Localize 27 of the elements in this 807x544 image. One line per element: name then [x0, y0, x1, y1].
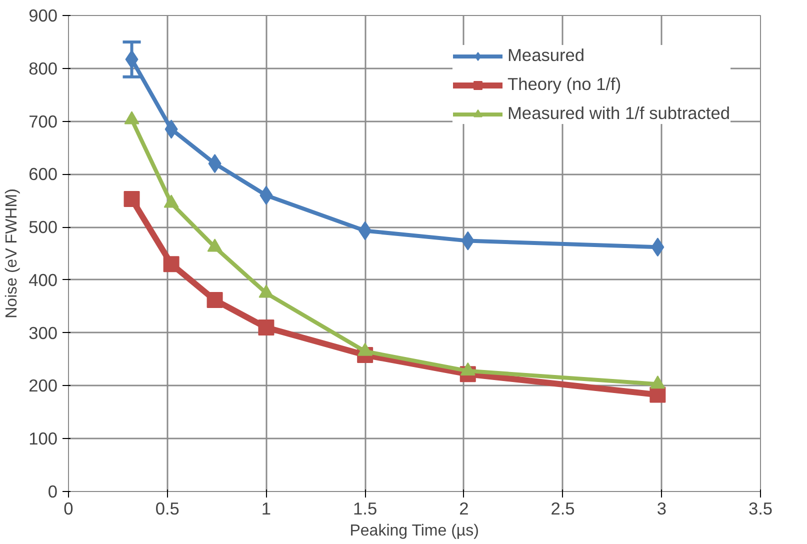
x-tick-label: 1.5	[353, 498, 378, 518]
y-tick-label: 300	[28, 322, 58, 343]
y-tick-label: 0	[48, 482, 58, 502]
y-tick-label: 800	[28, 58, 58, 78]
y-tick-label: 600	[28, 164, 58, 184]
x-tick-label: 0.5	[155, 498, 180, 518]
y-tick-label: 400	[28, 270, 58, 290]
point	[124, 191, 140, 208]
y-tick-label: 900	[28, 6, 58, 26]
point	[163, 256, 180, 272]
y-tick-label: 200	[28, 376, 58, 396]
x-tick-label: 1	[261, 498, 272, 518]
legend-label: Theory (no 1/f)	[508, 74, 622, 95]
x-tick-label: 0	[64, 498, 74, 518]
y-tick-label: 100	[28, 428, 58, 449]
x-axis-title: Peaking Time (µs)	[350, 522, 479, 540]
y-tick-label: 500	[28, 217, 58, 238]
y-tick-label: 700	[28, 111, 58, 132]
point	[258, 320, 274, 336]
x-tick-label: 2	[459, 498, 469, 518]
legend-label: Measured	[508, 45, 585, 66]
legend-label: Measured with 1/f subtracted	[508, 103, 730, 124]
x-tick-label: 3	[656, 498, 666, 518]
y-axis-title: Noise (eV FWHM)	[4, 188, 21, 318]
x-tick-label: 3.5	[748, 498, 773, 518]
x-tick-label: 2.5	[550, 498, 575, 518]
point	[206, 292, 223, 308]
